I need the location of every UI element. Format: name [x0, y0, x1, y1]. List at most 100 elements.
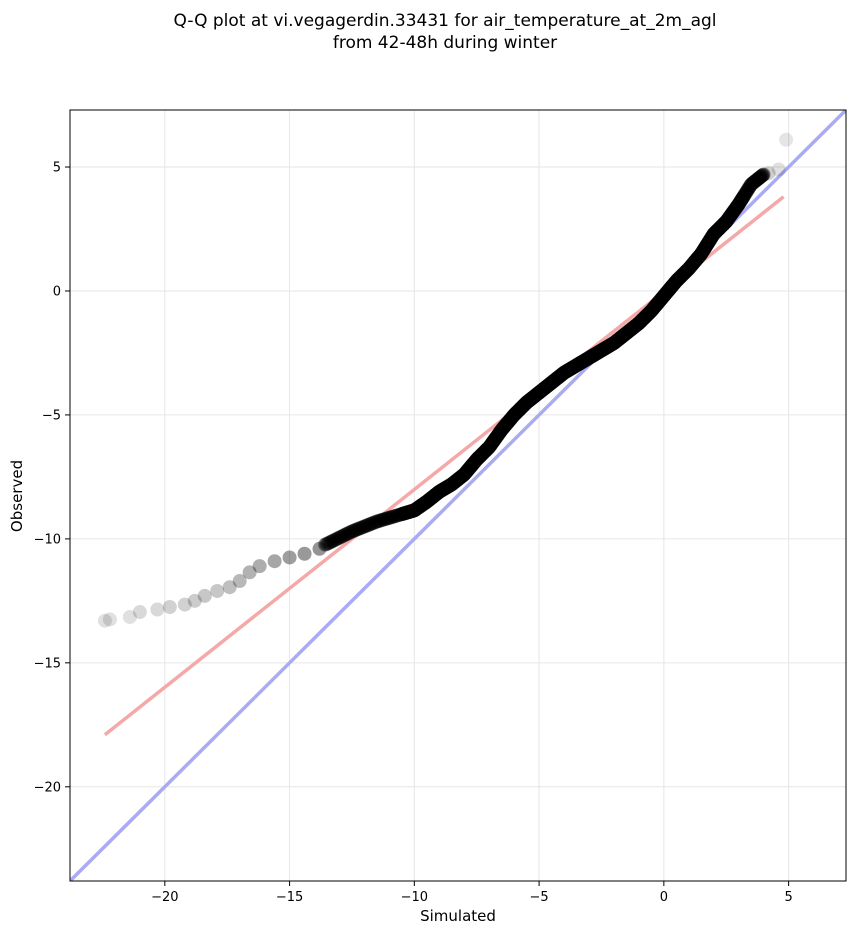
qq-point — [746, 175, 761, 190]
qq-point — [365, 516, 380, 531]
qq-point — [747, 174, 762, 189]
qq-point — [197, 588, 212, 603]
qq-point — [332, 530, 347, 545]
qq-point — [252, 559, 267, 574]
qq-point — [232, 574, 247, 589]
qq-point — [359, 518, 374, 533]
qq-point — [744, 177, 759, 192]
qq-point — [210, 583, 225, 598]
qq-point — [132, 605, 147, 620]
qq-point — [374, 513, 389, 528]
qq-point — [383, 510, 398, 525]
y-tick-label: −5 — [42, 408, 61, 423]
qq-point — [358, 519, 373, 534]
qq-point — [329, 532, 344, 547]
qq-point — [382, 510, 397, 525]
qq-point — [318, 537, 333, 552]
qq-point — [749, 173, 764, 188]
qq-point — [342, 525, 357, 540]
quantile-points — [97, 132, 794, 628]
x-tick-label: 0 — [660, 890, 668, 905]
qq-point — [328, 532, 343, 547]
qq-point — [381, 511, 396, 526]
qq-point — [751, 171, 766, 186]
qq-point — [354, 520, 369, 535]
y-tick-label: 5 — [53, 161, 61, 176]
qq-point — [744, 176, 759, 191]
qq-point — [330, 531, 345, 546]
qq-point — [377, 512, 392, 527]
qq-point — [748, 174, 763, 189]
qq-point — [379, 511, 394, 526]
axis-ticks: −20 −15 −10 −5 0 5 −20 −15 −10 −5 0 5 — [34, 161, 793, 905]
qq-point — [756, 167, 771, 182]
qq-point — [369, 514, 384, 529]
chart-title-line-2: from 42-48h during winter — [333, 33, 557, 53]
qq-point — [349, 522, 364, 537]
plot-area — [70, 110, 846, 881]
qq-point — [754, 169, 769, 184]
qq-point — [371, 513, 386, 528]
qq-point — [738, 185, 753, 200]
qq-point — [742, 180, 757, 195]
qq-point — [370, 514, 385, 529]
qq-point — [338, 527, 353, 542]
qq-point — [755, 168, 770, 183]
x-tick-label: −15 — [276, 890, 303, 905]
plot-frame — [69, 109, 847, 882]
qq-point — [297, 546, 312, 561]
qq-point — [741, 182, 756, 197]
qq-point — [331, 531, 346, 546]
qq-point — [347, 523, 362, 538]
y-tick-label: −15 — [34, 656, 61, 671]
qq-point — [344, 524, 359, 539]
qq-point — [380, 511, 395, 526]
qq-point — [343, 524, 358, 539]
qq-point — [177, 597, 192, 612]
qq-point — [327, 533, 342, 548]
qq-point — [326, 533, 341, 548]
qq-point — [376, 512, 391, 527]
qq-point — [740, 183, 755, 198]
qq-point — [150, 602, 165, 617]
qq-point — [745, 176, 760, 191]
qq-point — [736, 188, 751, 203]
qq-point — [317, 537, 332, 552]
qq-point — [345, 524, 360, 539]
qq-point — [746, 175, 761, 190]
qq-point — [367, 515, 382, 530]
qq-point — [322, 535, 337, 550]
qq-point — [368, 514, 383, 529]
grid — [70, 110, 846, 881]
y-tick-label: −20 — [34, 780, 61, 795]
qq-point — [187, 593, 202, 608]
qq-point — [337, 528, 352, 543]
qq-point — [378, 512, 393, 527]
qq-point — [753, 170, 768, 185]
qq-point — [325, 534, 340, 549]
qq-point — [755, 168, 770, 183]
qq-point — [336, 528, 351, 543]
qq-point — [747, 174, 762, 189]
qq-point — [282, 550, 297, 565]
qq-point — [352, 521, 367, 536]
qq-point — [745, 176, 760, 191]
qq-point — [737, 188, 752, 203]
qq-point — [222, 580, 237, 595]
qq-point — [743, 179, 758, 194]
qq-point — [761, 166, 776, 181]
qq-point — [736, 189, 751, 204]
qq-point — [362, 517, 377, 532]
qq-point — [321, 536, 336, 551]
qq-point — [312, 541, 327, 556]
qq-point — [779, 132, 794, 147]
qq-point — [323, 535, 338, 550]
qq-point — [363, 517, 378, 532]
qq-point — [334, 529, 349, 544]
qq-point — [754, 169, 769, 184]
qq-point — [750, 172, 765, 187]
qq-point — [375, 512, 390, 527]
qq-point — [355, 520, 370, 535]
qq-point — [373, 513, 388, 528]
qq-point — [384, 510, 399, 525]
